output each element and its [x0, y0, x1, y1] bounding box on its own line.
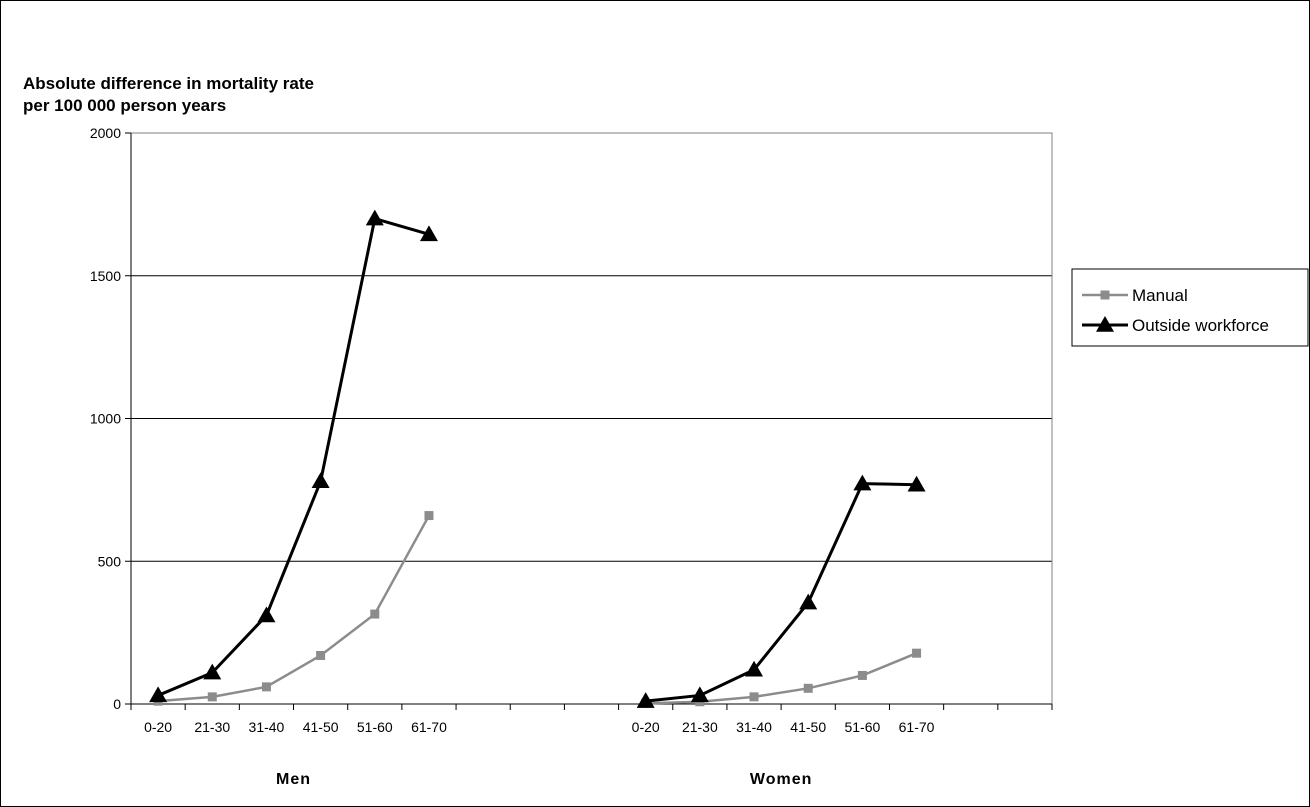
series-line	[157, 216, 430, 697]
y-axis-label-line: per 100 000 person years	[23, 96, 226, 115]
x-tick-label: 61-70	[899, 719, 935, 735]
data-point	[749, 692, 759, 702]
x-tick-label: 51-60	[844, 719, 880, 735]
series-line	[645, 652, 918, 705]
y-axis-label: Absolute difference in mortality rate per…	[23, 74, 314, 115]
series-line	[645, 482, 917, 703]
y-tick-label: 2000	[90, 125, 121, 141]
x-tick-label: 41-50	[303, 719, 339, 735]
data-point	[799, 593, 818, 610]
data-point	[636, 692, 655, 708]
x-tick-label: 0-20	[144, 719, 172, 735]
series-line	[157, 514, 431, 703]
legend-marker	[1096, 316, 1114, 332]
legend: Manual Outside workforce	[1071, 268, 1309, 347]
x-tick-labels: 0-20 21-30 31-40 41-50 51-60 61-70 0-20 21-30 31…	[144, 719, 935, 735]
data-point	[365, 209, 384, 226]
group-label: Women	[750, 771, 812, 788]
x-tick-label: 51-60	[357, 719, 393, 735]
x-tick-label: 41-50	[790, 719, 826, 735]
data-point	[857, 670, 867, 680]
legend-marker	[1100, 290, 1110, 300]
data-point	[257, 606, 276, 623]
x-tick-label: 31-40	[249, 719, 285, 735]
data-point	[690, 686, 709, 703]
data-point	[907, 475, 926, 492]
data-point	[149, 686, 168, 703]
data-point	[424, 511, 434, 521]
y-tick-label: 1000	[90, 411, 121, 427]
legend-box	[1071, 268, 1309, 347]
series-layer	[149, 209, 926, 708]
data-point	[745, 660, 764, 677]
axes	[125, 132, 1053, 710]
y-tick-labels: 0 500 1000 1500 2000	[90, 125, 121, 712]
data-point	[261, 682, 271, 692]
x-tick-label: 31-40	[736, 719, 772, 735]
y-axis-label-line: Absolute difference in mortality rate	[23, 74, 314, 93]
y-tick-label: 500	[98, 553, 122, 569]
data-point	[912, 648, 922, 658]
data-point	[203, 663, 222, 680]
legend-label: Manual	[1132, 286, 1188, 305]
data-point	[419, 225, 438, 242]
gridlines	[131, 132, 1052, 562]
data-point	[316, 650, 326, 660]
data-point	[803, 683, 813, 693]
x-tick-label: 61-70	[411, 719, 447, 735]
data-point	[207, 692, 217, 702]
data-point	[370, 609, 380, 619]
x-tick-label: 21-30	[194, 719, 230, 735]
data-point	[853, 474, 872, 491]
data-point	[311, 472, 330, 489]
x-tick-label: 21-30	[682, 719, 718, 735]
y-tick-label: 1500	[90, 268, 121, 284]
x-tick-label: 0-20	[632, 719, 660, 735]
group-label: Men	[276, 771, 311, 788]
y-tick-label: 0	[113, 696, 121, 712]
legend-label: Outside workforce	[1132, 316, 1269, 335]
group-labels: Men Women	[276, 771, 812, 788]
